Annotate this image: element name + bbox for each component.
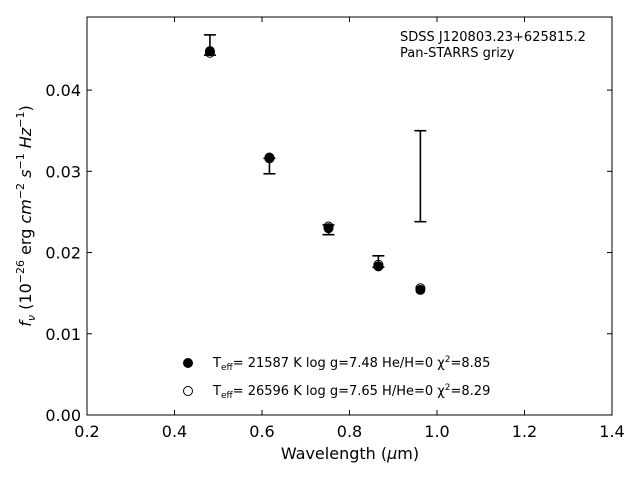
plot-area <box>86 16 613 416</box>
axis-ticks: 0.2 0.4 0.6 0.8 1.0 1.2 1.4 0.00 0.01 0.02 0.03 0.0… <box>45 17 625 441</box>
x-axis-label: Wavelength (μm) <box>281 444 419 463</box>
y-tick-label: 0.02 <box>45 244 81 263</box>
legend-marker-open <box>183 386 193 396</box>
y-tick-label: 0.00 <box>45 406 81 425</box>
data-points <box>204 46 426 295</box>
point-open <box>323 221 334 232</box>
legend: Teff= 21587 K log g=7.48 He/H=0 χ2=8.85 … <box>183 355 490 401</box>
x-tick-label: 0.4 <box>162 422 187 441</box>
point-filled <box>264 153 275 164</box>
point-open <box>264 152 275 163</box>
x-tick-label: 0.8 <box>337 422 362 441</box>
legend-marker-filled <box>183 358 193 368</box>
x-tick-label: 0.6 <box>249 422 274 441</box>
x-tick-label: 1.0 <box>424 422 449 441</box>
x-tick-label: 1.2 <box>512 422 537 441</box>
legend-entry-1: Teff= 21587 K log g=7.48 He/H=0 χ2=8.85 <box>212 355 490 373</box>
legend-entry-2: Teff= 26596 K log g=7.65 H/He=0 χ2=8.29 <box>212 383 490 401</box>
y-axis-label: fν (10−26 erg cm−2 s−1 Hz−1) <box>14 105 38 326</box>
point-open <box>204 47 215 58</box>
x-tick-label: 0.2 <box>74 422 99 441</box>
point-open <box>373 259 384 270</box>
annotation-line-2: Pan-STARRS grizy <box>400 46 515 61</box>
y-tick-label: 0.01 <box>45 325 81 344</box>
y-tick-label: 0.04 <box>45 81 81 100</box>
point-open <box>415 283 426 294</box>
y-tick-label: 0.03 <box>45 162 81 181</box>
x-tick-label: 1.4 <box>599 422 624 441</box>
annotation-line-1: SDSS J120803.23+625815.2 <box>400 30 586 45</box>
